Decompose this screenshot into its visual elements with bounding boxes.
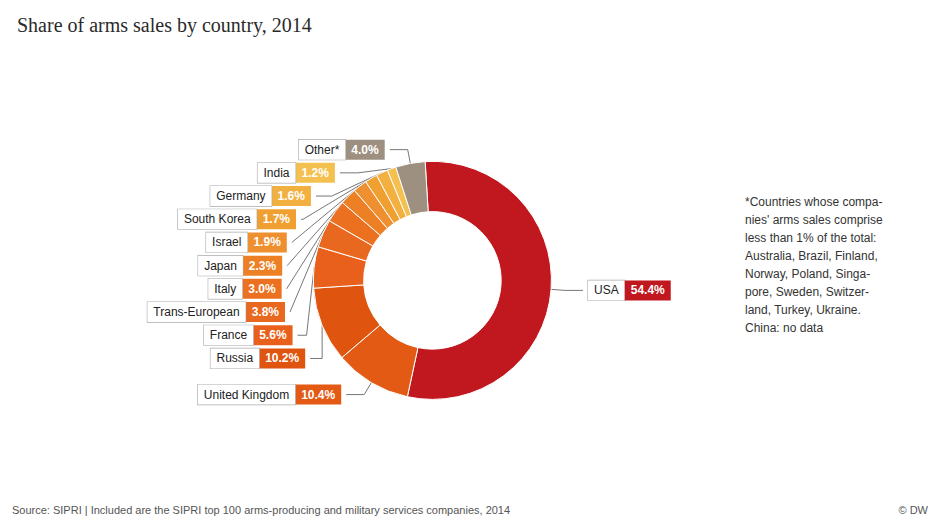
svg-text:land, Turkey, Ukraine.: land, Turkey, Ukraine. <box>745 303 861 317</box>
svg-text:5.6%: 5.6% <box>259 328 287 342</box>
svg-text:3.0%: 3.0% <box>248 282 276 296</box>
svg-text:pore, Sweden, Switzer-: pore, Sweden, Switzer- <box>745 285 869 299</box>
svg-text:1.6%: 1.6% <box>278 189 306 203</box>
svg-text:4.0%: 4.0% <box>351 143 379 157</box>
svg-text:nies' arms sales comprise: nies' arms sales comprise <box>745 213 883 227</box>
svg-text:Japan: Japan <box>204 259 237 273</box>
svg-text:1.9%: 1.9% <box>253 235 281 249</box>
svg-text:Australia, Brazil, Finland,: Australia, Brazil, Finland, <box>745 249 878 263</box>
svg-text:Norway, Poland, Singa-: Norway, Poland, Singa- <box>745 267 870 281</box>
svg-text:Germany: Germany <box>216 189 265 203</box>
svg-text:Russia: Russia <box>216 351 253 365</box>
svg-text:South Korea: South Korea <box>184 212 251 226</box>
svg-text:54.4%: 54.4% <box>631 283 665 297</box>
svg-text:Trans-European: Trans-European <box>153 305 239 319</box>
svg-text:China: no data: China: no data <box>745 321 823 335</box>
svg-text:1.7%: 1.7% <box>263 212 291 226</box>
svg-text:1.2%: 1.2% <box>302 166 330 180</box>
svg-text:Other*: Other* <box>305 143 340 157</box>
svg-text:USA: USA <box>594 283 619 297</box>
svg-text:© DW: © DW <box>899 504 929 516</box>
svg-text:France: France <box>210 328 248 342</box>
svg-text:India: India <box>264 166 290 180</box>
svg-text:2.3%: 2.3% <box>249 259 277 273</box>
svg-text:Israel: Israel <box>212 235 241 249</box>
svg-text:Source: SIPRI | Included are t: Source: SIPRI | Included are the SIPRI t… <box>12 504 510 516</box>
svg-text:10.4%: 10.4% <box>301 388 335 402</box>
svg-text:Share of arms sales by country: Share of arms sales by country, 2014 <box>17 14 312 37</box>
svg-text:3.8%: 3.8% <box>252 305 280 319</box>
svg-text:United Kingdom: United Kingdom <box>204 388 289 402</box>
svg-text:less than 1% of the total:: less than 1% of the total: <box>745 231 876 245</box>
svg-text:Italy: Italy <box>214 282 236 296</box>
svg-text:10.2%: 10.2% <box>265 351 299 365</box>
svg-text:*Countries whose compa-: *Countries whose compa- <box>745 195 882 209</box>
